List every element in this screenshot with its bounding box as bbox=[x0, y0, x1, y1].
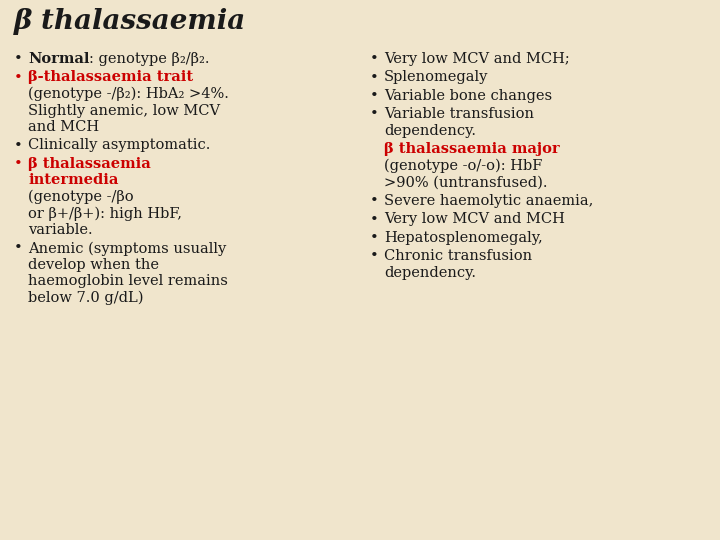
Text: Very low MCV and MCH;: Very low MCV and MCH; bbox=[384, 52, 570, 66]
Text: intermedia: intermedia bbox=[28, 173, 118, 187]
Text: •: • bbox=[370, 249, 379, 264]
Text: and MCH: and MCH bbox=[28, 120, 99, 134]
Text: Variable bone changes: Variable bone changes bbox=[384, 89, 552, 103]
Text: •: • bbox=[370, 89, 379, 103]
Text: •: • bbox=[370, 213, 379, 226]
Text: Anemic (symptoms usually: Anemic (symptoms usually bbox=[28, 241, 226, 256]
Text: •: • bbox=[14, 71, 23, 84]
Text: Very low MCV and MCH: Very low MCV and MCH bbox=[384, 213, 565, 226]
Text: (genotype -/β₂): HbA₂ >4%.: (genotype -/β₂): HbA₂ >4%. bbox=[28, 87, 229, 102]
Text: develop when the: develop when the bbox=[28, 258, 159, 272]
Text: >90% (untransfused).: >90% (untransfused). bbox=[384, 176, 547, 190]
Text: •: • bbox=[14, 138, 23, 152]
Text: (genotype -o/-o): HbF: (genotype -o/-o): HbF bbox=[384, 159, 542, 173]
Text: β-thalassaemia trait: β-thalassaemia trait bbox=[28, 71, 193, 84]
Text: Variable transfusion: Variable transfusion bbox=[384, 107, 534, 122]
Text: (genotype -/βo: (genotype -/βo bbox=[28, 190, 134, 205]
Text: β thalassaemia: β thalassaemia bbox=[14, 8, 246, 35]
Text: Splenomegaly: Splenomegaly bbox=[384, 71, 488, 84]
Text: •: • bbox=[370, 52, 379, 66]
Text: dependency.: dependency. bbox=[384, 266, 476, 280]
Text: •: • bbox=[370, 194, 379, 208]
Text: Slightly anemic, low MCV: Slightly anemic, low MCV bbox=[28, 104, 220, 118]
Text: •: • bbox=[14, 52, 23, 66]
Text: below 7.0 g/dL): below 7.0 g/dL) bbox=[28, 291, 143, 306]
Text: Normal: Normal bbox=[28, 52, 89, 66]
Text: •: • bbox=[370, 107, 379, 122]
Text: •: • bbox=[14, 157, 23, 171]
Text: β thalassaemia major: β thalassaemia major bbox=[384, 143, 559, 157]
Text: Severe haemolytic anaemia,: Severe haemolytic anaemia, bbox=[384, 194, 593, 208]
Text: Chronic transfusion: Chronic transfusion bbox=[384, 249, 532, 264]
Text: •: • bbox=[370, 71, 379, 84]
Text: haemoglobin level remains: haemoglobin level remains bbox=[28, 274, 228, 288]
Text: variable.: variable. bbox=[28, 223, 93, 237]
Text: dependency.: dependency. bbox=[384, 124, 476, 138]
Text: β thalassaemia: β thalassaemia bbox=[28, 157, 150, 171]
Text: Clinically asymptomatic.: Clinically asymptomatic. bbox=[28, 138, 210, 152]
Text: Hepatosplenomegaly,: Hepatosplenomegaly, bbox=[384, 231, 543, 245]
Text: : genotype β₂/β₂.: : genotype β₂/β₂. bbox=[89, 52, 210, 66]
Text: •: • bbox=[370, 231, 379, 245]
Text: •: • bbox=[14, 241, 23, 255]
Text: or β+/β+): high HbF,: or β+/β+): high HbF, bbox=[28, 206, 182, 221]
